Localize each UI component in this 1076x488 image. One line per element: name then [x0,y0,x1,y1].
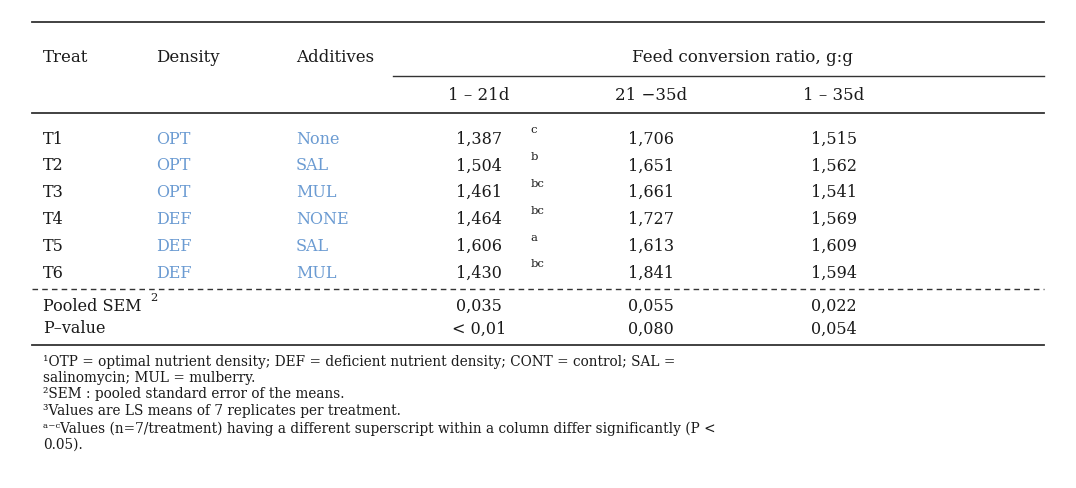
Text: T2: T2 [43,158,63,174]
Text: salinomycin; MUL = mulberry.: salinomycin; MUL = mulberry. [43,371,255,385]
Text: DEF: DEF [156,265,192,282]
Text: 21 −35d: 21 −35d [614,87,688,103]
Text: 2: 2 [151,293,158,303]
Text: 1,651: 1,651 [628,158,674,174]
Text: 1,609: 1,609 [811,238,856,255]
Text: 1,515: 1,515 [811,131,856,147]
Text: 1,606: 1,606 [456,238,501,255]
Text: 1,461: 1,461 [456,184,501,201]
Text: 1,613: 1,613 [628,238,674,255]
Text: ¹OTP = optimal nutrient density; DEF = deficient nutrient density; CONT = contro: ¹OTP = optimal nutrient density; DEF = d… [43,355,676,369]
Text: b: b [530,152,538,162]
Text: 1 – 35d: 1 – 35d [804,87,864,103]
Text: 1,727: 1,727 [628,211,674,228]
Text: 1,569: 1,569 [811,211,856,228]
Text: Pooled SEM: Pooled SEM [43,298,142,315]
Text: MUL: MUL [296,265,337,282]
Text: Density: Density [156,49,220,66]
Text: DEF: DEF [156,238,192,255]
Text: ³Values are LS means of 7 replicates per treatment.: ³Values are LS means of 7 replicates per… [43,404,401,418]
Text: 1,541: 1,541 [811,184,856,201]
Text: None: None [296,131,339,147]
Text: 1,661: 1,661 [628,184,674,201]
Text: T1: T1 [43,131,63,147]
Text: ᵃ⁻ᶜValues (n=7/treatment) having a different superscript within a column differ : ᵃ⁻ᶜValues (n=7/treatment) having a diffe… [43,421,716,436]
Text: bc: bc [530,179,544,189]
Text: 0,035: 0,035 [456,298,501,315]
Text: OPT: OPT [156,158,190,174]
Text: MUL: MUL [296,184,337,201]
Text: SAL: SAL [296,238,329,255]
Text: DEF: DEF [156,211,192,228]
Text: 0.05).: 0.05). [43,438,83,452]
Text: < 0,01: < 0,01 [452,321,506,337]
Text: 1,841: 1,841 [628,265,674,282]
Text: T3: T3 [43,184,63,201]
Text: OPT: OPT [156,184,190,201]
Text: 1,430: 1,430 [456,265,501,282]
Text: SAL: SAL [296,158,329,174]
Text: 0,055: 0,055 [628,298,674,315]
Text: P–value: P–value [43,321,105,337]
Text: NONE: NONE [296,211,349,228]
Text: Additives: Additives [296,49,374,66]
Text: 1,387: 1,387 [456,131,501,147]
Text: 1 – 21d: 1 – 21d [448,87,510,103]
Text: bc: bc [530,260,544,269]
Text: 0,054: 0,054 [811,321,856,337]
Text: Treat: Treat [43,49,88,66]
Text: T4: T4 [43,211,63,228]
Text: 1,504: 1,504 [456,158,501,174]
Text: 1,594: 1,594 [811,265,856,282]
Text: c: c [530,125,537,135]
Text: 0,080: 0,080 [628,321,674,337]
Text: T6: T6 [43,265,63,282]
Text: bc: bc [530,206,544,216]
Text: 0,022: 0,022 [811,298,856,315]
Text: 1,706: 1,706 [628,131,674,147]
Text: a: a [530,233,537,243]
Text: T5: T5 [43,238,63,255]
Text: 1,562: 1,562 [811,158,856,174]
Text: Feed conversion ratio, g:g: Feed conversion ratio, g:g [632,49,853,66]
Text: OPT: OPT [156,131,190,147]
Text: 1,464: 1,464 [456,211,501,228]
Text: ²SEM : pooled standard error of the means.: ²SEM : pooled standard error of the mean… [43,387,344,401]
